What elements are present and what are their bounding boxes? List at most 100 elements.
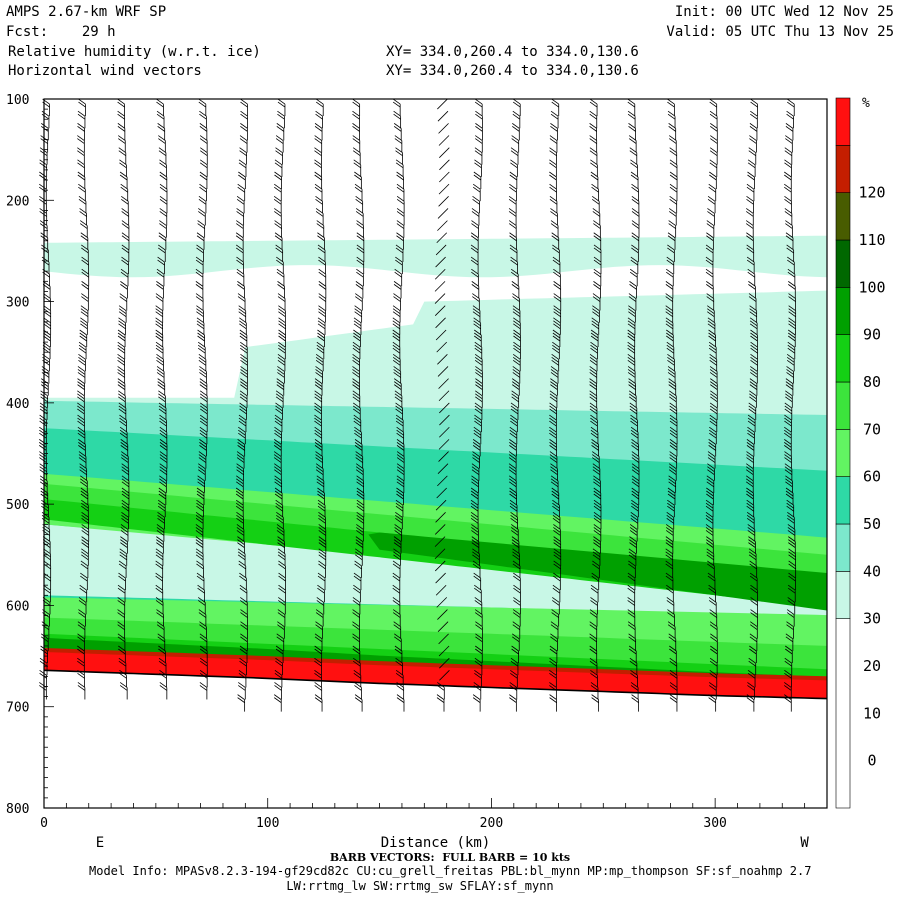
barb-flag [158,232,167,239]
barb-flag [43,293,51,299]
barb-flag [158,147,167,154]
barb-flag [707,195,716,202]
wind-barb [314,669,322,688]
wind-barb [79,463,88,481]
barb-flag [395,660,403,667]
barb-flag [550,463,558,470]
barb-flag [549,198,558,205]
wind-barb [513,597,521,615]
wind-barb [513,584,521,603]
wind-barb [631,694,639,712]
barb-flag [356,259,364,266]
barb-flag [39,174,47,181]
wind-barb [592,305,600,323]
barb-flag [471,527,479,533]
wind-barb [470,487,479,506]
barb-flag [121,487,130,494]
barb-flag [117,126,126,132]
wind-barb [195,281,204,299]
barb-flag [395,672,404,679]
wind-barb [314,159,322,177]
barb-flag [509,439,517,445]
barb-flag [356,235,365,242]
barb-flag [709,101,717,108]
barb-flag [355,296,363,302]
barb-flag [314,429,322,436]
barb-flag [513,572,521,579]
barb-shaft [436,487,447,499]
barb-flag [549,186,557,193]
barb-flag [41,259,50,266]
barb-flag [119,417,127,424]
barb-flag [273,198,282,205]
barb-flag [552,341,560,348]
wind-barb [550,123,558,141]
barb-flag [511,135,519,141]
wind-barb [392,98,401,117]
wind-barb [473,572,482,591]
barb-column [77,98,90,700]
barb-flag [393,113,401,120]
wind-barb [356,524,364,542]
barb-flag [274,481,282,488]
wind-barb [394,645,403,664]
barb-flag [318,311,326,318]
wind-barb [195,524,204,542]
barb-flag [235,502,244,509]
barb-flag [668,123,676,129]
barb-flag [352,113,360,120]
barb-flag [77,682,86,688]
wind-barb [119,426,128,445]
barb-flag [118,135,126,141]
barb-flag [158,150,167,157]
wind-barb [552,329,561,347]
wind-barb [353,317,362,335]
barb-flag [156,372,165,378]
wind-barb [553,560,562,578]
wind-barb [78,195,87,214]
barb-flag [669,135,677,141]
barb-flag [470,247,479,254]
wind-barb [274,232,283,250]
barb-flag [314,420,322,427]
barb-flag [199,439,207,445]
barb-flag [277,621,285,628]
barb-flag [472,442,481,448]
wind-barb [471,524,479,542]
wind-barb [317,232,325,250]
wind-barb [511,281,520,299]
wind-barb [511,536,520,554]
barb-shaft [435,499,447,511]
barb-flag [278,329,286,336]
wind-barb [508,451,517,469]
barb-shaft [439,159,450,171]
wind-barb [317,499,326,518]
rh-contour-fills [43,235,828,700]
barb-flag [352,636,360,643]
barb-flag [81,259,89,266]
barb-flag [395,417,404,424]
barb-flag [238,560,246,567]
barb-flag [159,469,167,476]
wind-barb [474,147,483,165]
wind-barb [155,341,164,360]
barb-flag [77,405,85,412]
barb-flag [196,244,204,251]
barb-flag [665,284,674,290]
wind-barb [435,329,447,341]
wind-barb [434,548,446,560]
barb-flag [353,414,362,421]
barb-flag [747,162,756,169]
barb-flag [316,341,325,348]
x-tick-label: 200 [480,816,503,831]
colorbar-tick-label: 90 [863,326,881,344]
barb-flag [591,198,600,205]
barb-flag [274,672,283,679]
barb-flag [41,247,49,254]
barb-flag [353,587,361,594]
barb-flag [199,682,208,688]
wind-barb [274,159,283,177]
barb-flag [355,284,364,290]
wind-barb [278,305,286,323]
barb-flag [552,332,561,339]
